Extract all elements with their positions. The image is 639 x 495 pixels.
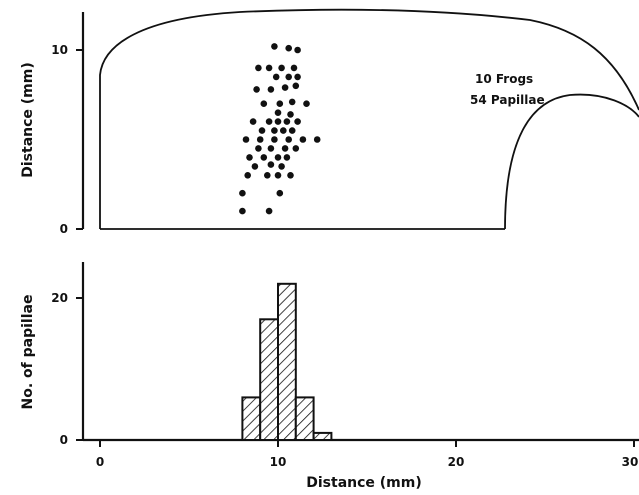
scatter-point [260, 154, 268, 161]
scatter-points [239, 43, 321, 215]
scatter-point [278, 163, 285, 170]
scatter-point [274, 172, 282, 179]
scatter-point [313, 136, 321, 143]
scatter-point [276, 189, 284, 197]
annotation-frogs: 10 Frogs [475, 72, 533, 86]
scatter-point [244, 172, 251, 179]
scatter-point [303, 100, 310, 107]
scatter-point [288, 98, 296, 106]
scatter-point [285, 44, 293, 52]
scatter-point [265, 64, 273, 72]
scatter-point [272, 73, 280, 81]
x-tick-label-0: 0 [96, 455, 104, 469]
histogram-y-tick-label-0: 0 [60, 433, 68, 447]
scatter-point [285, 136, 293, 143]
scatter-y-tick-label-0: 0 [60, 222, 68, 236]
histogram-bar [277, 282, 297, 441]
scatter-point [267, 86, 275, 93]
scatter-point [276, 100, 284, 107]
annotation-papillae: 54 Papillae [470, 93, 545, 107]
scatter-point [265, 207, 273, 215]
scatter-y-tick-label-10: 10 [51, 43, 68, 57]
scatter-point [271, 43, 278, 50]
scatter-point [251, 163, 259, 170]
scatter-point [239, 189, 246, 197]
x-tick-label-10: 10 [270, 455, 287, 469]
scatter-point [287, 172, 294, 179]
scatter-point [287, 111, 294, 118]
x-tick-label-30: 30 [622, 455, 639, 469]
scatter-point [246, 154, 253, 161]
histogram-y-axis-label: No. of papillae [20, 295, 36, 410]
scatter-point [281, 84, 289, 91]
scatter-point [265, 118, 273, 125]
scatter-point [294, 118, 301, 125]
scatter-point [283, 154, 291, 161]
scatter-point [271, 127, 278, 134]
scatter-point [281, 145, 289, 152]
x-tick-label-20: 20 [448, 455, 465, 469]
scatter-point [258, 127, 266, 134]
scatter-point [249, 118, 257, 125]
scatter-point [267, 161, 275, 168]
scatter-point [255, 64, 262, 72]
scatter-point [278, 64, 285, 72]
histogram-y-tick-label-20: 20 [51, 291, 68, 305]
scatter-point [285, 73, 293, 81]
scatter-point [255, 145, 262, 152]
scatter-point [294, 46, 301, 54]
scatter-point [239, 207, 246, 215]
scatter-point [290, 64, 298, 72]
scatter-point [294, 73, 301, 81]
histogram-bar [312, 431, 333, 441]
scatter-panel: 10 0 Distance (mm) 10 Frogs 54 Papillae [20, 8, 639, 236]
scatter-point [267, 145, 275, 152]
histogram-bar [241, 396, 262, 441]
scatter-y-axis-label: Distance (mm) [20, 62, 36, 178]
scatter-point [283, 118, 291, 125]
scatter-point [271, 136, 278, 143]
scatter-point [256, 136, 264, 143]
scatter-point [260, 100, 268, 107]
scatter-point [274, 109, 282, 116]
x-axis-label: Distance (mm) [306, 475, 422, 491]
histogram-panel: 20 0 No. of papillae 0 10 20 30 Distance… [20, 262, 639, 491]
scatter-point [280, 127, 287, 134]
tongue-outline [99, 8, 639, 230]
scatter-point [299, 136, 307, 143]
scatter-point [274, 154, 282, 161]
scatter-point [292, 82, 300, 90]
histogram-bar [294, 396, 315, 441]
histogram-bars [241, 282, 333, 441]
scatter-point [274, 118, 282, 125]
scatter-point [253, 86, 260, 93]
scatter-point [264, 172, 271, 179]
scatter-point [288, 127, 296, 134]
scatter-point [292, 145, 300, 152]
scatter-point [242, 136, 250, 143]
histogram-bar [259, 318, 280, 441]
